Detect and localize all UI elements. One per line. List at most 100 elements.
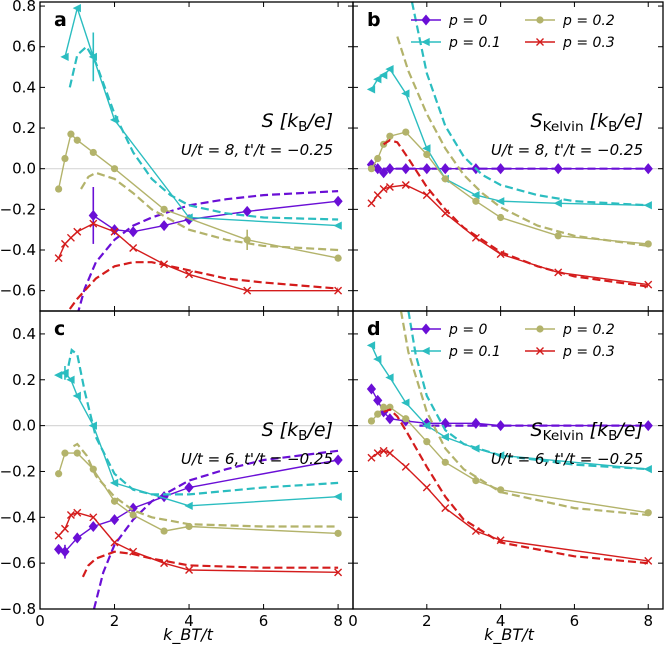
data-point — [89, 513, 98, 522]
data-point — [374, 410, 382, 418]
data-point — [374, 154, 382, 163]
data-line — [92, 200, 339, 233]
data-point — [334, 254, 342, 262]
data-point — [422, 163, 432, 175]
data-point — [72, 391, 81, 400]
data-point — [471, 444, 480, 453]
data-point — [88, 421, 97, 430]
data-point — [110, 227, 119, 236]
data-point — [401, 89, 410, 98]
data-point — [643, 465, 652, 474]
data-point — [129, 243, 138, 252]
data-point — [54, 371, 63, 380]
data-point — [67, 130, 75, 138]
data-point — [160, 260, 169, 269]
data-point — [496, 420, 506, 432]
data-point — [60, 524, 69, 533]
data-point — [386, 132, 394, 140]
data-point — [471, 527, 480, 536]
series-0 — [54, 449, 343, 609]
data-line — [370, 184, 649, 286]
data-point — [471, 233, 480, 242]
data-point — [109, 514, 120, 526]
data-point — [128, 502, 138, 514]
data-point — [401, 180, 410, 189]
y-tick-label: −0.4 — [0, 508, 36, 526]
x-tick-label: 0 — [35, 612, 45, 630]
legend-entry: p = 0.1 — [411, 35, 501, 51]
data-point — [88, 52, 97, 62]
fit-curve — [77, 190, 339, 311]
series-1 — [366, 311, 652, 474]
data-point — [373, 191, 382, 200]
legend-marker — [421, 323, 431, 335]
data-point — [129, 511, 137, 519]
x-tick-label: 4 — [496, 612, 506, 630]
data-point — [109, 224, 120, 236]
legend-label: p = 0 — [448, 322, 488, 338]
legend-marker — [536, 16, 544, 24]
data-point — [366, 341, 376, 350]
series-3 — [367, 408, 653, 565]
fit-curve — [65, 347, 339, 496]
data-point — [110, 538, 119, 547]
data-point — [73, 449, 81, 457]
data-point — [441, 458, 449, 466]
data-point — [401, 462, 410, 471]
data-point — [334, 529, 342, 537]
data-point — [402, 128, 410, 136]
y-tick-label: 0.4 — [12, 78, 36, 96]
legend-label: p = 0.3 — [562, 344, 615, 360]
data-point — [60, 239, 69, 248]
data-point — [54, 531, 63, 540]
data-point — [379, 167, 389, 179]
legend-label: p = 0.1 — [448, 344, 501, 360]
fit-curve — [407, 311, 649, 471]
x-tick-label: 2 — [422, 612, 432, 630]
legend-marker — [421, 346, 430, 356]
data-point — [401, 398, 410, 407]
series-1 — [366, 2, 652, 210]
data-point — [379, 71, 388, 80]
legend-entry: p = 0.3 — [525, 344, 615, 360]
series-0 — [366, 159, 653, 179]
data-point — [367, 165, 376, 173]
x-axis-label: k_BT/t — [163, 625, 213, 645]
data-point — [554, 232, 562, 240]
data-point — [472, 477, 480, 485]
data-point — [644, 556, 653, 565]
data-point — [441, 209, 450, 218]
data-point — [496, 197, 505, 206]
y-tick-label: −0.4 — [0, 241, 36, 259]
data-line — [64, 5, 339, 227]
data-line — [58, 511, 339, 573]
data-line — [370, 406, 649, 514]
y-tick-label: 0.0 — [12, 417, 36, 435]
data-point — [129, 547, 138, 556]
data-point — [334, 568, 343, 577]
legend-entry: p = 0 — [411, 13, 488, 29]
data-point — [89, 148, 97, 157]
y-tick-label: −0.6 — [0, 282, 36, 300]
data-point — [366, 383, 377, 395]
legend-marker — [536, 347, 544, 355]
data-point — [423, 150, 431, 159]
x-tick-label: 8 — [333, 612, 343, 630]
series-3 — [54, 219, 343, 310]
data-point — [89, 219, 98, 228]
data-point — [185, 522, 193, 531]
data-point — [497, 213, 505, 222]
y-tick-label: 0.0 — [12, 160, 36, 178]
panel-d: 0 2 4 6 8 d SKelvin [kB/e] U/t = 6, t'/t = −0.2… — [348, 310, 664, 630]
series-0 — [77, 186, 343, 311]
data-point — [379, 185, 388, 194]
x-tick-label: 8 — [643, 612, 653, 630]
data-point — [73, 136, 81, 144]
data-line — [370, 68, 649, 206]
y-tick-label: 0.2 — [12, 371, 36, 389]
series-3 — [54, 508, 343, 578]
data-point — [367, 199, 376, 208]
data-point — [385, 373, 394, 382]
data-point — [367, 453, 376, 462]
